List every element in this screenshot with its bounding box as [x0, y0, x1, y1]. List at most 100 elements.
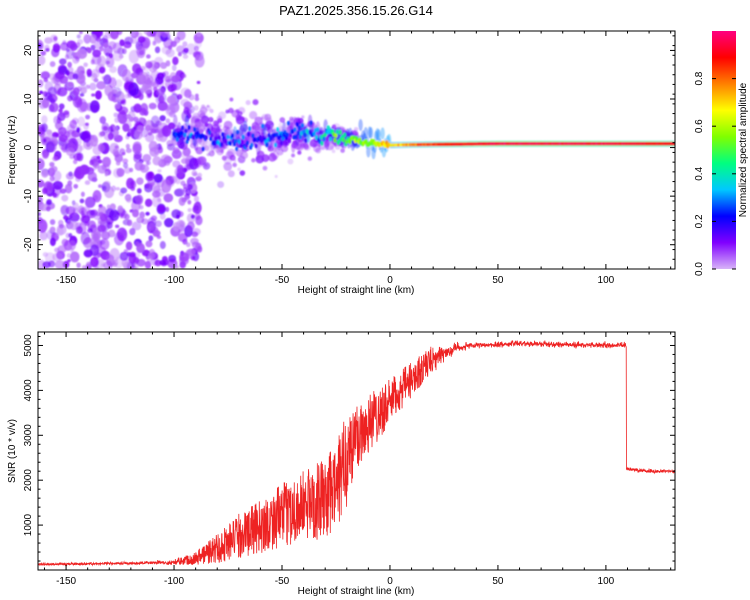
x-tick-label: 100: [598, 275, 615, 286]
heatmap-cell: [148, 235, 154, 242]
heatmap-cell: [143, 84, 153, 94]
heatmap-cell: [101, 231, 111, 240]
heatmap-cell: [104, 171, 109, 177]
heatmap-cell: [39, 231, 48, 241]
heatmap-cell: [150, 31, 157, 38]
y-tick-label: -20: [23, 237, 34, 252]
heatmap-cell: [125, 241, 133, 251]
chart-title: PAZ1.2025.356.15.26.G14: [279, 3, 433, 18]
heatmap-cell: [67, 259, 71, 263]
heatmap-cell: [248, 126, 252, 132]
heatmap-cell: [159, 212, 166, 220]
heatmap-cell: [108, 77, 117, 89]
heatmap-cell: [287, 158, 294, 165]
heatmap-cell: [67, 81, 74, 87]
heatmap-cell: [73, 183, 79, 189]
heatmap-cell: [160, 62, 168, 70]
heatmap-cell: [245, 100, 251, 106]
heatmap-cell: [129, 251, 136, 258]
heatmap-cell: [338, 129, 342, 135]
heatmap-cell: [89, 82, 97, 91]
heatmap-cell: [235, 115, 245, 125]
heatmap-cell: [157, 205, 166, 213]
heatmap-cell: [72, 55, 80, 64]
x-tick-label: -150: [56, 576, 76, 587]
heatmap-cell: [137, 36, 146, 43]
heatmap-cell: [42, 261, 51, 269]
heatmap-cell: [191, 241, 200, 248]
heatmap-cell: [118, 106, 129, 115]
heatmap-cell: [164, 78, 174, 89]
heatmap-cell: [150, 215, 158, 221]
heatmap-cell: [176, 31, 186, 41]
heatmap-cell: [125, 143, 130, 149]
heatmap-cell: [230, 133, 234, 139]
heatmap-cell: [72, 202, 79, 211]
heatmap-cell: [76, 262, 81, 268]
heatmap-cell: [136, 177, 144, 185]
heatmap-cell: [103, 42, 109, 48]
heatmap-cell: [123, 162, 129, 169]
heatmap-cell: [79, 198, 85, 204]
x-tick-label: -50: [275, 576, 290, 587]
snr-x-axis-label: Height of straight line (km): [298, 586, 415, 597]
heatmap-layer: [38, 31, 675, 269]
heatmap-cell: [113, 112, 119, 118]
heatmap-cell: [111, 89, 118, 94]
heatmap-cell: [174, 264, 179, 269]
heatmap-cell: [294, 134, 298, 140]
heatmap-cell: [197, 156, 207, 166]
heatmap-cell: [176, 45, 186, 54]
heatmap-cell: [138, 71, 149, 82]
heatmap-cell: [46, 182, 55, 191]
heatmap-cell: [84, 180, 91, 185]
heatmap-cell: [146, 54, 151, 59]
heatmap-cell: [267, 132, 271, 138]
heatmap-cell: [102, 156, 111, 168]
heatmap-cell: [297, 150, 302, 155]
heatmap-cell: [171, 209, 181, 219]
heatmap-cell: [196, 245, 203, 253]
heatmap-cell: [145, 182, 154, 190]
heatmap-cell: [44, 44, 50, 52]
heatmap-cell: [92, 144, 103, 156]
heatmap-cell: [38, 158, 45, 171]
heatmap-cell: [159, 31, 170, 38]
heatmap-cell: [206, 104, 210, 108]
heatmap-cell: [126, 219, 133, 227]
heatmap-cell: [180, 158, 189, 165]
heatmap-cell: [143, 31, 151, 35]
heatmap-cell: [89, 100, 100, 113]
heatmap-cell: [61, 238, 69, 247]
heatmap-cell: [181, 125, 185, 131]
heatmap-cell: [129, 36, 138, 44]
heatmap-cell: [185, 242, 191, 248]
heatmap-cell: [64, 183, 73, 194]
spectrogram-frame: [38, 31, 675, 269]
heatmap-cell: [219, 142, 224, 147]
heatmap-cell: [191, 135, 196, 140]
heatmap-cell: [138, 93, 144, 101]
heatmap-cell: [118, 54, 124, 59]
heatmap-cell: [251, 158, 256, 163]
heatmap-cell: [136, 258, 146, 267]
heatmap-cell: [171, 64, 177, 72]
heatmap-cell: [121, 151, 126, 156]
heatmap-cell: [194, 96, 200, 102]
heatmap-cell: [296, 130, 300, 136]
y-tick-label: 1000: [23, 514, 34, 537]
heatmap-cell: [54, 260, 66, 269]
heatmap-blobs: [38, 31, 675, 269]
heatmap-cell: [45, 206, 51, 212]
heatmap-cell: [54, 122, 63, 129]
heatmap-cell: [221, 155, 227, 161]
y-tick-label: 10: [23, 93, 34, 105]
heatmap-cell: [44, 91, 53, 101]
heatmap-cell: [303, 132, 307, 138]
heatmap-cell: [187, 183, 193, 190]
heatmap-cell: [273, 142, 278, 148]
heatmap-cell: [196, 32, 202, 37]
heatmap-cell: [175, 136, 179, 142]
heatmap-cell: [95, 36, 102, 43]
colorbar-tick-label: 0.2: [694, 214, 705, 228]
